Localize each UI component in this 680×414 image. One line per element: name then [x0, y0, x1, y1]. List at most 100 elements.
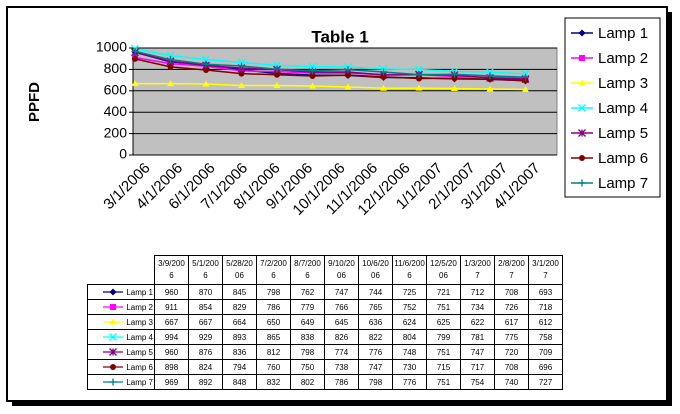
table-row: Lamp 6 898 824 794 760 750 738 747 730 715 717 708 6… — [87, 359, 563, 375]
marker — [109, 333, 118, 342]
table-cell: 754 — [460, 374, 495, 390]
table-cell: 725 — [392, 284, 427, 300]
table-cell: 744 — [358, 284, 393, 300]
table-cell: 625 — [426, 314, 461, 330]
table-row: Lamp 7 969 892 848 832 802 786 798 776 751 754 740 7… — [87, 374, 563, 390]
marker — [451, 70, 458, 78]
marker — [345, 72, 351, 79]
series-line — [134, 51, 526, 80]
table-header-cell: 3/9/2006 — [154, 255, 189, 285]
row-label: Lamp 6 — [126, 362, 153, 372]
row-label: Lamp 2 — [126, 302, 153, 312]
table-header-cell: 12/5/2006 — [426, 255, 461, 285]
table-cell: 664 — [222, 314, 257, 330]
table-cell: 848 — [222, 374, 257, 390]
table-cell: 617 — [494, 314, 529, 330]
table-cell: 812 — [256, 344, 291, 360]
y-tick-label: 400 — [104, 103, 128, 119]
table-cell: 612 — [528, 314, 563, 330]
table-cell: 693 — [528, 284, 563, 300]
table-cell: 727 — [528, 374, 563, 390]
table-row: Lamp 1 960 870 845 798 762 747 744 725 721 712 708 6… — [87, 284, 563, 300]
row-label: Lamp 3 — [126, 317, 153, 327]
table-header-cell: 3/1/2007 — [528, 255, 563, 285]
marker — [486, 72, 494, 80]
table-cell: 726 — [494, 299, 529, 315]
table-cell: 721 — [426, 284, 461, 300]
table-cell: 720 — [494, 344, 529, 360]
table-cell: 765 — [358, 299, 393, 315]
table-cell: 822 — [358, 329, 393, 345]
table-cell: 876 — [188, 344, 223, 360]
table-cell: 774 — [324, 344, 359, 360]
marker — [578, 29, 586, 37]
table-cell: 929 — [188, 329, 223, 345]
table-cell: 781 — [460, 329, 495, 345]
marker — [109, 378, 117, 386]
marker — [167, 63, 174, 70]
marker — [166, 51, 175, 60]
legend-key — [103, 364, 124, 371]
table-cell: 911 — [154, 299, 189, 315]
table-cell: 829 — [222, 299, 257, 315]
marker — [238, 81, 245, 88]
y-tick-label: 1000 — [96, 39, 127, 55]
marker — [238, 62, 245, 70]
table-cell: 748 — [392, 344, 427, 360]
table-header-cell: 8/7/2006 — [290, 255, 325, 285]
chart-title: Table 1 — [311, 27, 368, 46]
marker — [167, 56, 174, 64]
marker — [110, 304, 117, 311]
series-line — [134, 58, 526, 82]
table-cell: 969 — [154, 374, 189, 390]
legend-label: Lamp 5 — [598, 125, 648, 142]
marker — [344, 83, 352, 90]
table-header-cell: 9/10/2006 — [324, 255, 359, 285]
table-header-cell: 2/8/2007 — [494, 255, 529, 285]
table-cell: 804 — [392, 329, 427, 345]
marker — [109, 348, 118, 357]
marker — [578, 129, 586, 137]
table-cell: 751 — [426, 299, 461, 315]
table-cell: 826 — [324, 329, 359, 345]
marker — [309, 67, 316, 75]
table-cell: 779 — [290, 299, 325, 315]
table-cell: 799 — [426, 329, 461, 345]
marker — [380, 84, 387, 91]
table-cell: 708 — [494, 284, 529, 300]
table-cell: 650 — [256, 314, 291, 330]
table-cell: 624 — [392, 314, 427, 330]
marker — [202, 80, 210, 87]
table-header-cell: 5/28/2006 — [222, 255, 257, 285]
legend-key — [103, 304, 124, 311]
series-line — [134, 56, 526, 79]
table-header-cell: 11/6/2006 — [392, 255, 427, 285]
table-cell: 832 — [256, 374, 291, 390]
table-cell: 740 — [494, 374, 529, 390]
marker — [131, 80, 139, 87]
marker — [238, 70, 245, 77]
table-cell: 836 — [222, 344, 257, 360]
table-cell: 622 — [460, 314, 495, 330]
legend-label: Lamp 2 — [598, 50, 648, 67]
marker — [579, 55, 585, 61]
table-cell: 760 — [256, 359, 291, 375]
marker — [237, 58, 246, 67]
table-row-name: Lamp 6 — [87, 359, 155, 375]
table-cell: 824 — [188, 359, 223, 375]
table-cell: 865 — [256, 329, 291, 345]
series-line — [134, 47, 526, 75]
y-tick-label: 200 — [104, 124, 128, 140]
table-header-cell: 7/2/2006 — [256, 255, 291, 285]
table-cell: 786 — [256, 299, 291, 315]
marker — [109, 318, 117, 325]
marker — [274, 71, 280, 78]
marker — [486, 85, 494, 92]
table-row-name: Lamp 3 — [87, 314, 155, 330]
marker — [522, 73, 529, 81]
marker — [273, 65, 281, 73]
row-label: Lamp 4 — [126, 332, 153, 342]
marker — [416, 75, 422, 82]
marker — [578, 104, 586, 112]
